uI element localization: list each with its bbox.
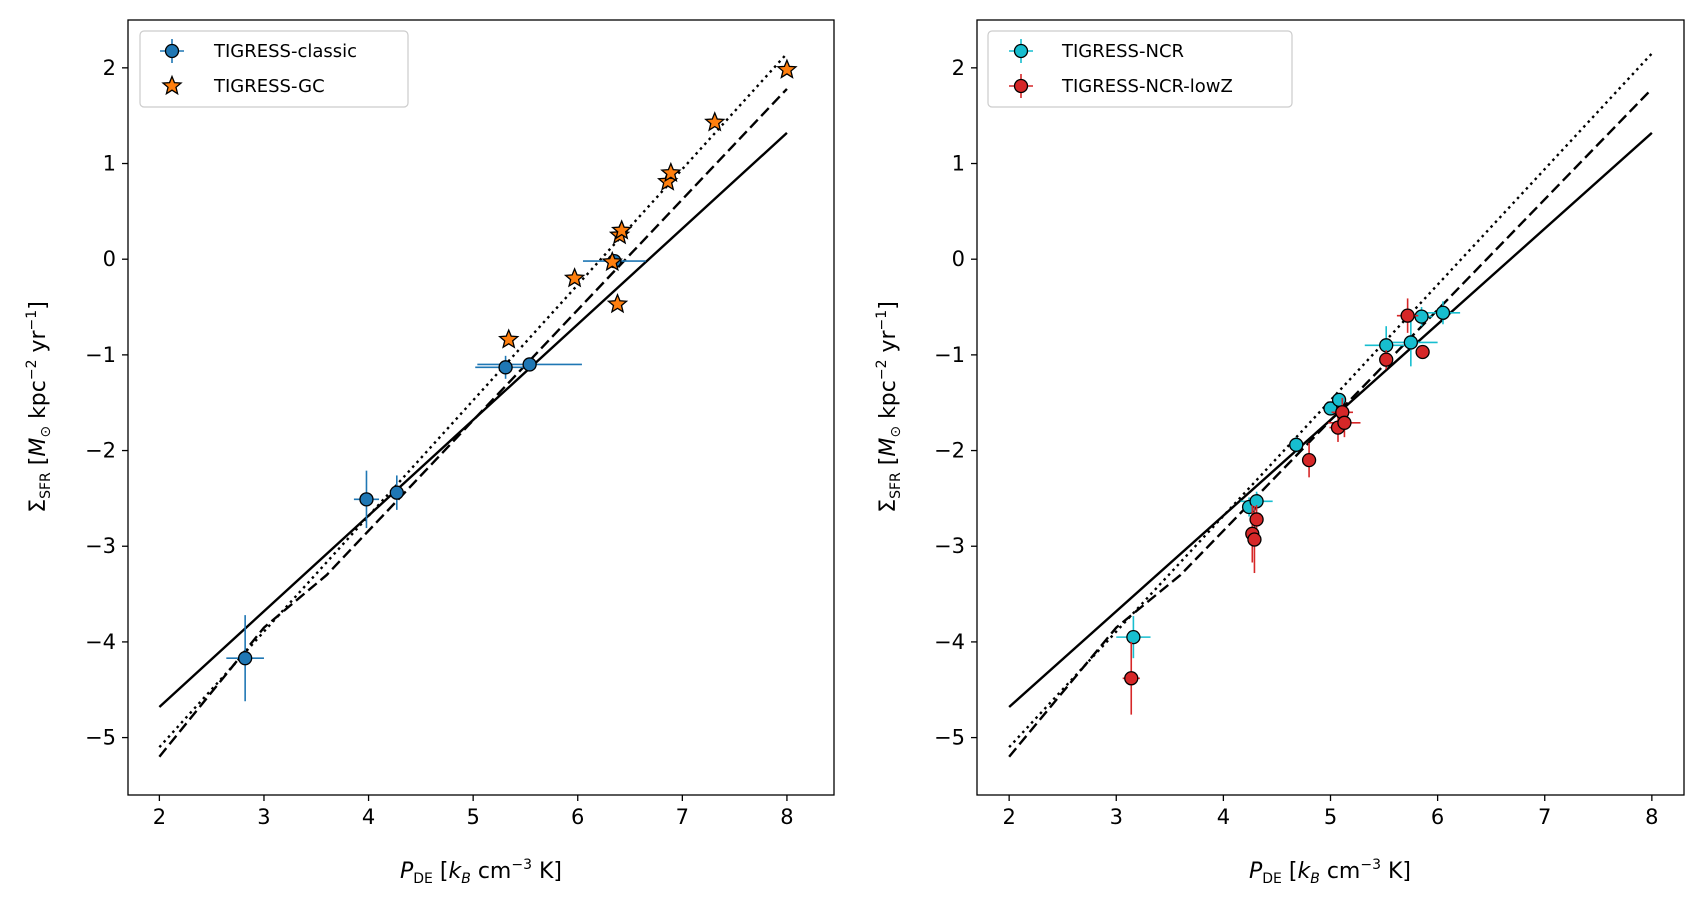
left-x-ticks: 2 3 4 5 6 7 8 (153, 795, 794, 829)
left-axes-frame (127, 19, 835, 796)
data-point-tigress-gc-7 (660, 161, 682, 183)
y-tick-label: −2 (934, 439, 965, 463)
left-fit-line-solid (158, 132, 788, 708)
x-tick-label: 2 (1002, 805, 1015, 829)
right-x-ticks: 2 3 4 5 6 7 8 (1002, 795, 1659, 829)
data-point-tigress-gc-1 (563, 267, 586, 288)
right-fit-line-dashed (1008, 88, 1653, 758)
data-point-tigress-gc-3 (606, 292, 629, 314)
right-y-ticks: −5 −4 −3 −2 −1 0 1 2 (934, 56, 977, 750)
x-tick-label: 3 (1110, 805, 1123, 829)
right-legend: TIGRESS-NCR TIGRESS-NCR-lowZ (987, 30, 1293, 108)
x-tick-label: 6 (1431, 805, 1444, 829)
data-point-tigress-ncr-5 (1331, 392, 1347, 407)
series-tigress-gc (498, 58, 798, 349)
y-tick-label: −2 (85, 439, 116, 463)
y-tick-label: −5 (85, 726, 116, 750)
data-point-tigress-gc-5 (610, 219, 633, 240)
x-tick-label: 2 (153, 805, 166, 829)
legend-label-tigress-classic: TIGRESS-classic (213, 41, 357, 62)
y-tick-label: −5 (934, 726, 965, 750)
y-tick-label: 0 (103, 247, 116, 271)
y-tick-label: 0 (952, 247, 965, 271)
data-point-tigress-classic-1 (359, 492, 374, 507)
legend-marker-symbol (164, 43, 180, 59)
legend-marker-symbol (1013, 78, 1029, 94)
data-point-tigress-classic-0 (237, 651, 253, 666)
x-tick-label: 5 (466, 805, 479, 829)
data-point-tigress-ncr-lowz-7 (1337, 415, 1352, 430)
right-plot-area (1008, 52, 1653, 758)
y-tick-label: 1 (103, 152, 116, 176)
legend-marker-tigress-classic (160, 39, 184, 63)
legend-label-tigress-ncr: TIGRESS-NCR (1061, 41, 1184, 62)
data-point-tigress-ncr-lowz-9 (1400, 308, 1415, 323)
y-tick-label: 1 (952, 152, 965, 176)
data-point-tigress-ncr-lowz-4 (1301, 452, 1317, 468)
x-tick-label: 6 (571, 805, 584, 829)
legend-marker-tigress-gc (161, 74, 183, 96)
left-x-axis-label: PDE [kB cm−3 K] (400, 857, 562, 887)
data-point-tigress-ncr-lowz-3 (1249, 512, 1264, 527)
data-point-tigress-gc-2 (601, 250, 623, 272)
series-tigress-ncr-lowz (1122, 298, 1430, 715)
left-fit-line-dashed (158, 88, 788, 758)
left-legend: TIGRESS-classic TIGRESS-GC (139, 30, 409, 108)
x-tick-label: 7 (1538, 805, 1551, 829)
data-point-tigress-ncr-lowz-0 (1124, 671, 1139, 686)
legend-marker-tigress-ncr-lowz (1009, 74, 1033, 98)
left-plot-area (158, 52, 798, 758)
x-tick-label: 3 (257, 805, 270, 829)
data-point-tigress-ncr-6 (1379, 338, 1394, 353)
legend-label-tigress-ncr-lowz: TIGRESS-NCR-lowZ (1061, 76, 1233, 97)
y-tick-label: −1 (85, 343, 116, 367)
data-point-tigress-ncr-0 (1126, 629, 1141, 645)
y-tick-label: 2 (952, 56, 965, 80)
right-fit-line-dotted (1008, 52, 1653, 748)
data-point-tigress-gc-9 (776, 58, 798, 79)
x-tick-label: 4 (362, 805, 375, 829)
data-point-tigress-ncr-7 (1403, 335, 1418, 350)
left-legend-box (139, 30, 409, 108)
x-tick-label: 8 (780, 805, 793, 829)
data-point-tigress-ncr-8 (1414, 309, 1429, 324)
y-tick-label: 2 (103, 56, 116, 80)
data-point-tigress-ncr-3 (1289, 437, 1304, 452)
x-tick-label: 7 (676, 805, 689, 829)
data-point-tigress-classic-2 (389, 485, 404, 500)
data-point-tigress-ncr-lowz-8 (1379, 352, 1394, 367)
right-x-axis-label: PDE [kB cm−3 K] (1249, 857, 1411, 887)
data-point-tigress-ncr-9 (1435, 305, 1451, 320)
y-tick-label: −4 (85, 630, 116, 654)
data-point-tigress-gc-8 (704, 111, 726, 132)
data-point-tigress-classic-3 (498, 360, 513, 375)
x-tick-label: 5 (1324, 805, 1337, 829)
legend-label-tigress-gc: TIGRESS-GC (213, 76, 325, 97)
legend-marker-tigress-ncr (1009, 39, 1033, 63)
data-point-tigress-ncr-lowz-2 (1247, 532, 1262, 547)
y-tick-label: −3 (934, 534, 965, 558)
x-tick-label: 4 (1217, 805, 1230, 829)
x-tick-label: 8 (1645, 805, 1658, 829)
legend-marker-symbol (1013, 43, 1029, 59)
y-tick-label: −1 (934, 343, 965, 367)
data-point-tigress-ncr-lowz-10 (1415, 344, 1430, 360)
left-y-ticks: −5 −4 −3 −2 −1 0 1 2 (85, 56, 128, 750)
y-tick-label: −3 (85, 534, 116, 558)
data-point-tigress-classic-4 (522, 357, 537, 372)
y-tick-label: −4 (934, 630, 965, 654)
right-legend-box (987, 30, 1293, 108)
legend-marker-symbol (161, 74, 183, 96)
data-point-tigress-gc-0 (498, 328, 520, 349)
